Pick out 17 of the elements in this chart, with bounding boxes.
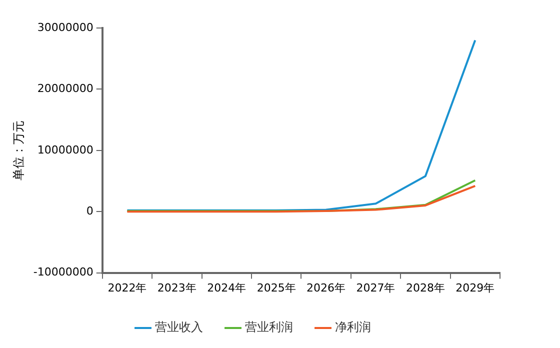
y-tick-label: 10000000 [37, 143, 94, 156]
y-tick-label: 30000000 [37, 20, 94, 34]
x-tick-label: 2023年 [157, 281, 196, 294]
x-tick-label: 2022年 [108, 281, 147, 294]
y-tick-label: 0 [86, 204, 94, 218]
x-tick-label: 2027年 [356, 281, 396, 294]
x-tick-label: 2029年 [456, 281, 495, 294]
x-tick-label: 2026年 [306, 281, 346, 294]
x-tick-label: 2028年 [406, 281, 445, 294]
y-axis-title: 单位：万元 [11, 120, 26, 180]
x-tick-label: 2025年 [256, 281, 296, 294]
x-tick-label: 2024年 [207, 281, 246, 294]
y-tick-label: -10000000 [33, 266, 94, 279]
y-tick-label: 20000000 [37, 82, 94, 96]
legend-label: 营业利润 [245, 320, 293, 334]
legend-label: 净利润 [335, 320, 371, 334]
legend-label: 营业收入 [155, 320, 203, 334]
